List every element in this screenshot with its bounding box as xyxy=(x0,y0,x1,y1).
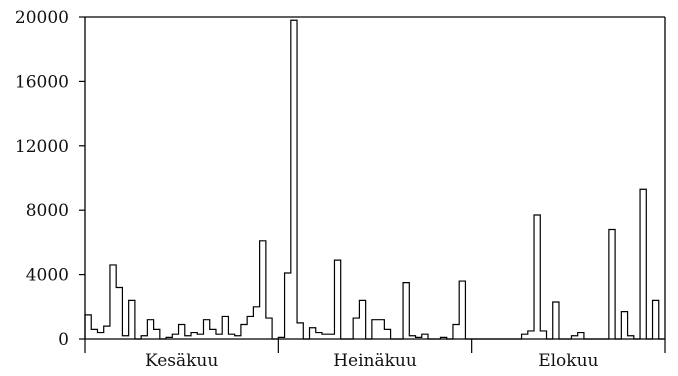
bar xyxy=(147,320,153,339)
bar xyxy=(359,300,365,339)
bar xyxy=(116,287,122,339)
bar xyxy=(247,316,253,339)
bar xyxy=(191,333,197,339)
y-tick-label: 12000 xyxy=(15,137,69,157)
bar xyxy=(97,333,103,339)
bar xyxy=(228,334,234,339)
bar xyxy=(378,320,384,339)
bar xyxy=(216,334,222,339)
x-category-label: Elokuu xyxy=(538,351,598,371)
bar xyxy=(197,334,203,339)
x-category-label: Heinäkuu xyxy=(333,351,417,371)
bar xyxy=(403,283,409,339)
bar xyxy=(578,333,584,339)
bar xyxy=(253,307,259,339)
bar xyxy=(110,265,116,339)
bar xyxy=(297,323,303,339)
y-tick-label: 16000 xyxy=(15,72,69,92)
bar xyxy=(322,334,328,339)
bar xyxy=(129,300,135,339)
bar xyxy=(621,312,627,339)
bar xyxy=(266,318,272,339)
bar xyxy=(528,331,534,339)
y-tick-label: 20000 xyxy=(15,8,69,28)
bar xyxy=(453,325,459,339)
bar xyxy=(384,329,390,339)
bar xyxy=(609,230,615,339)
y-tick-label: 8000 xyxy=(26,201,69,221)
y-tick-label: 4000 xyxy=(26,266,69,286)
bar xyxy=(534,215,540,339)
bar xyxy=(260,241,266,339)
x-category-label: Kesäkuu xyxy=(145,351,218,371)
bar xyxy=(553,302,559,339)
bar xyxy=(154,329,160,339)
bar xyxy=(179,325,185,339)
bar xyxy=(85,315,91,339)
bar xyxy=(653,300,659,339)
bar xyxy=(310,328,316,339)
bar xyxy=(540,331,546,339)
bar xyxy=(640,189,646,339)
bar xyxy=(91,329,97,339)
bar xyxy=(422,334,428,339)
series-step-line xyxy=(84,19,665,340)
bar xyxy=(203,320,209,339)
bar xyxy=(372,320,378,339)
bar xyxy=(459,281,465,339)
bar xyxy=(222,316,228,339)
bar xyxy=(353,318,359,339)
bar xyxy=(291,20,297,339)
bar xyxy=(522,334,528,339)
bar xyxy=(328,334,334,339)
bar xyxy=(334,260,340,339)
bar xyxy=(104,326,110,339)
bar xyxy=(316,333,322,339)
bar xyxy=(285,273,291,339)
y-tick-label: 0 xyxy=(58,330,69,350)
bar xyxy=(241,325,247,339)
bar xyxy=(172,334,178,339)
bar xyxy=(210,329,216,339)
